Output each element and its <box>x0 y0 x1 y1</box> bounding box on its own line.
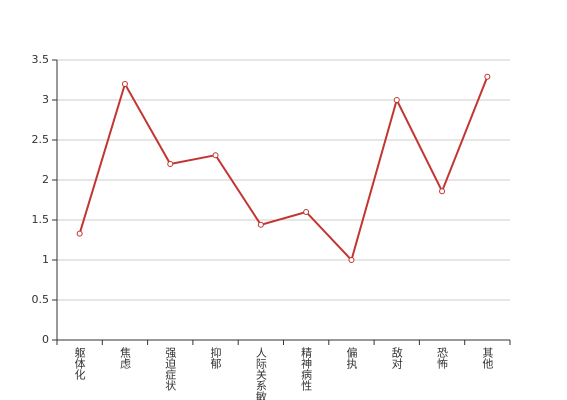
x-tick-label: 其他 <box>481 347 494 369</box>
x-tick-label: 偏执 <box>345 346 358 370</box>
point <box>303 209 310 215</box>
point <box>167 161 174 167</box>
point <box>257 221 264 228</box>
y-tick-label: 3 <box>42 93 49 106</box>
x-tick-label: 人际关系敏感 <box>254 347 267 400</box>
y-tick-label: 0 <box>42 333 49 346</box>
point <box>439 188 446 195</box>
x-tick-label: 敌对 <box>390 346 403 369</box>
y-tick-label: 3.5 <box>32 53 50 66</box>
x-tick-label: 躯体化 <box>73 347 86 381</box>
point <box>121 81 128 87</box>
y-tick-label: 2 <box>42 173 49 186</box>
y-tick-label: 0.5 <box>32 293 50 306</box>
point <box>76 230 83 237</box>
point <box>393 97 400 103</box>
x-tick-label: 强迫症状 <box>164 347 177 391</box>
y-tick-label: 1.5 <box>32 213 50 226</box>
x-tick-label: 抑郁 <box>209 346 222 369</box>
x-tick-label: 焦虑 <box>118 347 131 369</box>
point <box>212 152 219 159</box>
y-tick-label: 2.5 <box>32 133 50 146</box>
line <box>78 76 489 262</box>
point <box>484 73 491 80</box>
x-tick-label: 恐怖 <box>436 347 449 369</box>
x-tick-label: 精神病性 <box>300 347 313 392</box>
point <box>348 257 355 263</box>
y-tick-label: 1 <box>42 253 49 266</box>
